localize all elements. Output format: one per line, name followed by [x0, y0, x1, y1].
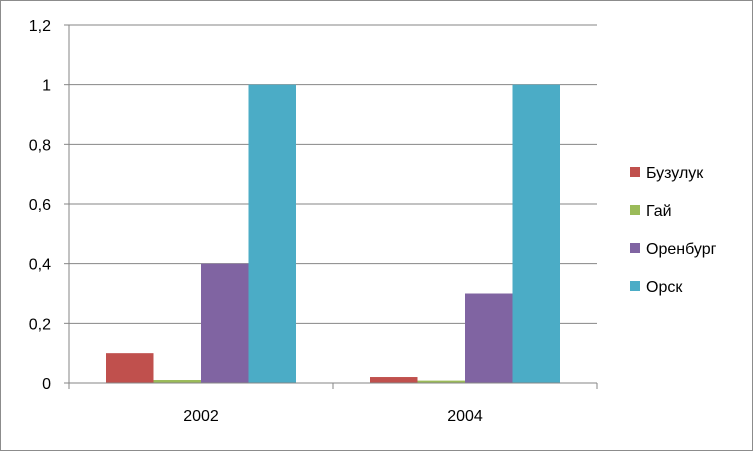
bar: [248, 84, 296, 384]
bar: [417, 380, 465, 383]
y-tick-label: 1,2: [29, 18, 51, 35]
x-tick-label: 2002: [183, 408, 219, 425]
bar: [465, 293, 513, 383]
legend: Бузулук Гай Оренбург Орск: [630, 165, 717, 296]
y-tick-label: 0,2: [29, 316, 51, 333]
legend-swatch: [630, 281, 640, 291]
y-tick-label: 0,6: [29, 197, 51, 214]
bar: [201, 263, 249, 383]
legend-swatch: [630, 243, 640, 253]
bars: [106, 84, 560, 384]
bar: [106, 353, 154, 383]
legend-swatch: [630, 167, 640, 177]
legend-swatch: [630, 205, 640, 215]
legend-label: Бузулук: [646, 165, 704, 182]
y-tick-label: 0,4: [29, 257, 51, 274]
y-tick-label: 0: [42, 376, 51, 393]
x-tick-labels: 2002 2004: [183, 408, 483, 425]
bar: [153, 380, 201, 383]
y-tick-label: 1: [42, 78, 51, 95]
legend-label: Гай: [646, 203, 672, 220]
x-tick-label: 2004: [447, 408, 483, 425]
axes: [64, 24, 598, 389]
legend-label: Оренбург: [646, 241, 717, 258]
y-tick-label: 0,8: [29, 137, 51, 154]
bar: [512, 84, 560, 384]
bar: [370, 377, 418, 383]
legend-label: Орск: [646, 279, 683, 296]
y-tick-labels: 0 0,2 0,4 0,6 0,8 1 1,2: [29, 18, 51, 393]
